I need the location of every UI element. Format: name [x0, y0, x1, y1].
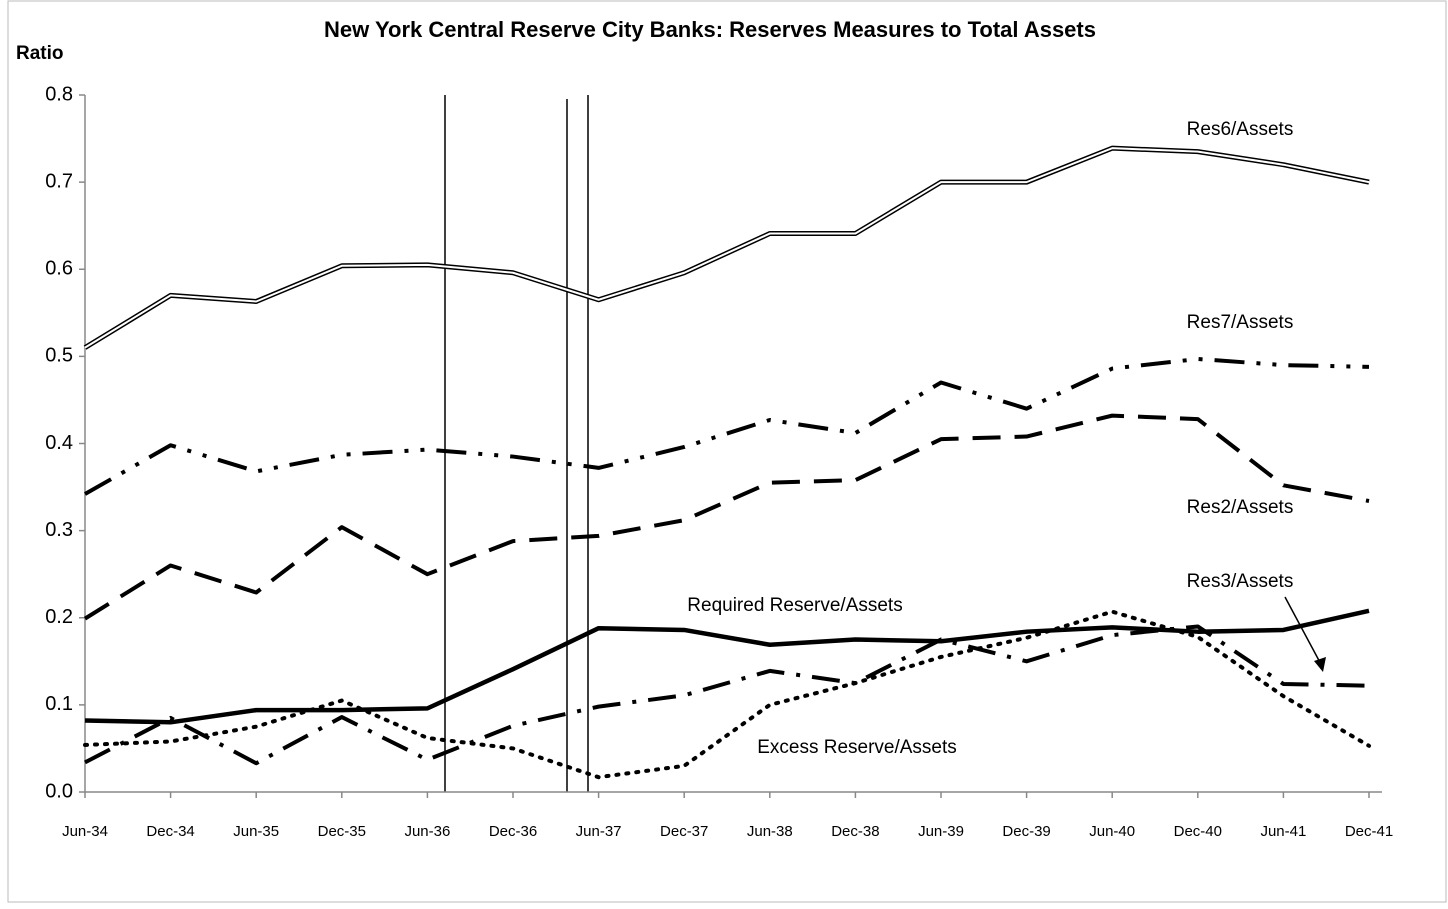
annotation-arrowhead	[1314, 657, 1326, 672]
series-line	[83, 609, 1371, 780]
series-label: Res3/Assets	[1187, 571, 1294, 592]
y-tick-label: 0.0	[45, 780, 73, 802]
y-tick-label: 0.4	[45, 432, 73, 454]
x-tick-label: Dec-41	[1345, 823, 1393, 840]
y-axis-label: Ratio	[16, 43, 64, 64]
x-tick-label: Jun-35	[233, 823, 279, 840]
series-label: Res6/Assets	[1187, 119, 1294, 140]
y-tick-label: 0.2	[45, 606, 73, 628]
y-tick-label: 0.5	[45, 345, 73, 367]
x-tick-label: Dec-40	[1174, 823, 1222, 840]
x-tick-label: Jun-36	[404, 823, 450, 840]
chart-title: New York Central Reserve City Banks: Res…	[324, 17, 1096, 42]
x-tick-label: Dec-34	[146, 823, 194, 840]
annotation-arrow	[1284, 596, 1324, 669]
x-tick-label: Jun-38	[747, 823, 793, 840]
x-tick-label: Jun-41	[1260, 823, 1306, 840]
x-tick-label: Dec-38	[831, 823, 879, 840]
y-tick-label: 0.7	[45, 170, 73, 192]
y-tick-label: 0.6	[45, 258, 73, 280]
series-label: Res7/Assets	[1187, 312, 1294, 333]
x-tick-label: Dec-39	[1002, 823, 1050, 840]
series-line	[84, 356, 1370, 496]
series-line	[83, 413, 1370, 621]
x-tick-label: Jun-39	[918, 823, 964, 840]
x-tick-label: Jun-37	[576, 823, 622, 840]
series-line	[84, 608, 1370, 725]
x-tick-label: Dec-37	[660, 823, 708, 840]
y-tick-label: 0.8	[45, 83, 73, 105]
chart-border	[7, 0, 1447, 903]
series-label: Res2/Assets	[1187, 497, 1294, 518]
x-tick-label: Jun-40	[1089, 823, 1135, 840]
series-line	[84, 624, 1370, 766]
y-tick-label: 0.3	[45, 519, 73, 541]
series-label: Excess Reserve/Assets	[757, 737, 957, 758]
x-tick-label: Dec-36	[489, 823, 537, 840]
series-line-outline	[83, 145, 1370, 350]
x-tick-label: Jun-34	[62, 823, 108, 840]
y-tick-label: 0.1	[45, 693, 73, 715]
series-label: Required Reserve/Assets	[687, 595, 902, 616]
x-tick-label: Dec-35	[318, 823, 366, 840]
series-line	[84, 147, 1370, 349]
